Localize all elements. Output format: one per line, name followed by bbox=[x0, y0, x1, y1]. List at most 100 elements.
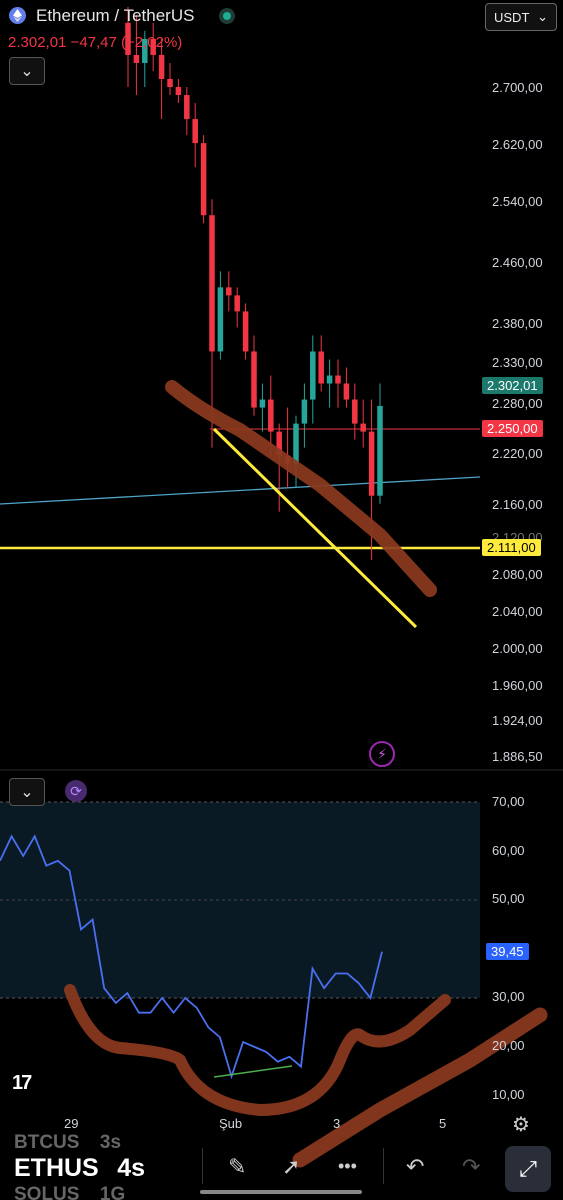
support-price-tag: 2.111,00 bbox=[482, 539, 541, 556]
rsi-line bbox=[0, 834, 383, 1080]
candle-body bbox=[200, 143, 207, 216]
collapse-rsi-button[interactable]: ⌄ bbox=[9, 778, 45, 806]
quote-currency-select[interactable]: USDT ⌄ bbox=[485, 3, 557, 31]
brown-marker-main bbox=[165, 380, 437, 597]
drawing-tools-icon[interactable]: ➚ bbox=[282, 1154, 301, 1179]
price-tick: 2.280,00 bbox=[492, 396, 543, 411]
candle-body bbox=[360, 423, 366, 432]
candle-body bbox=[158, 54, 165, 79]
price-tick: 2.220,00 bbox=[492, 446, 543, 461]
candles-layer bbox=[125, 6, 383, 560]
price-line-tag: 2.250,00 bbox=[482, 420, 543, 437]
price-tick: 2.080,00 bbox=[492, 567, 543, 582]
candle-body bbox=[352, 399, 358, 424]
price-tick: 2.460,00 bbox=[492, 255, 543, 270]
candle-body bbox=[226, 287, 232, 296]
interval-prev: 3s bbox=[99, 1132, 122, 1153]
more-icon[interactable]: ••• bbox=[338, 1156, 357, 1176]
rsi-tick: 10,00 bbox=[492, 1087, 525, 1102]
rsi-tick: 50,00 bbox=[492, 891, 525, 906]
settings-icon[interactable]: ⚙ bbox=[512, 1114, 530, 1136]
rsi-value-tag: 39,45 bbox=[486, 943, 529, 960]
fullscreen-icon[interactable]: ⤢ bbox=[505, 1146, 551, 1192]
candle-body bbox=[242, 311, 249, 352]
chevron-down-icon: ⌄ bbox=[537, 9, 548, 24]
candle-body bbox=[142, 38, 148, 63]
chevron-down-icon: ⌄ bbox=[20, 63, 34, 80]
symbol-current[interactable]: ETHUS 4s bbox=[14, 1154, 145, 1183]
candle-body bbox=[343, 383, 350, 400]
candle-body bbox=[368, 431, 375, 496]
candle-body bbox=[318, 351, 324, 384]
candle-body bbox=[150, 38, 156, 55]
rsi-layer bbox=[0, 834, 383, 1080]
candle-body bbox=[184, 95, 190, 120]
refresh-icon[interactable]: ⟳ bbox=[65, 780, 87, 802]
quote-currency-label: USDT bbox=[494, 9, 530, 25]
price-tick: 2.330,00 bbox=[492, 355, 543, 370]
brush-icon[interactable]: ✎ bbox=[228, 1154, 247, 1179]
lightning-icon[interactable]: ⚡ bbox=[369, 741, 395, 767]
candle-body bbox=[268, 399, 274, 432]
candle-body bbox=[276, 431, 282, 456]
symbol-switcher[interactable]: BTCUS 3s bbox=[14, 1132, 121, 1154]
brown-marker-rsi bbox=[64, 984, 451, 1117]
cyan-trendline bbox=[0, 476, 481, 505]
candle-body bbox=[234, 295, 240, 312]
candle-body bbox=[167, 78, 173, 87]
candle-body bbox=[192, 119, 198, 144]
time-tick: Şub bbox=[219, 1116, 243, 1131]
price-tick: 1.924,00 bbox=[492, 713, 543, 728]
candle-body bbox=[293, 423, 299, 464]
candle-body bbox=[310, 351, 316, 400]
rsi-tick: 70,00 bbox=[492, 794, 525, 809]
tradingview-logo-icon: 17 bbox=[12, 1072, 32, 1094]
price-tick: 1.886,50 bbox=[492, 749, 543, 764]
undo-icon[interactable]: ↶ bbox=[406, 1154, 425, 1179]
brown-marker-bottom bbox=[292, 1007, 548, 1168]
candle-body bbox=[209, 215, 215, 352]
time-tick: 5 bbox=[439, 1116, 447, 1131]
yellow-trendline bbox=[212, 427, 418, 629]
price-tick: 1.960,00 bbox=[492, 678, 543, 693]
candle-body bbox=[301, 399, 308, 424]
last-price-tag: 2.302,01 bbox=[482, 377, 543, 394]
price-tick: 2.000,00 bbox=[492, 641, 543, 656]
price-tick: 2.620,00 bbox=[492, 137, 543, 152]
candle-body bbox=[217, 287, 224, 352]
market-open-icon bbox=[219, 8, 235, 24]
ethereum-icon bbox=[9, 7, 26, 24]
price-tick: 2.540,00 bbox=[492, 194, 543, 209]
rsi-tick: 30,00 bbox=[492, 989, 525, 1004]
price-tick: 2.380,00 bbox=[492, 316, 543, 331]
symbol-title[interactable]: Ethereum / TetherUS bbox=[36, 6, 195, 25]
candle-body bbox=[133, 54, 140, 63]
rsi-tick: 20,00 bbox=[492, 1038, 525, 1053]
candle-body bbox=[335, 375, 341, 384]
collapse-legend-button[interactable]: ⌄ bbox=[9, 57, 45, 85]
rsi-divergence-line bbox=[213, 1065, 293, 1078]
interval-label: 4s bbox=[117, 1154, 145, 1182]
candle-body bbox=[251, 351, 257, 408]
rsi-tick: 60,00 bbox=[492, 843, 525, 858]
toolbar-divider bbox=[202, 1148, 203, 1184]
candle-body bbox=[175, 87, 182, 96]
symbol-next[interactable]: SOLUS 1G bbox=[14, 1184, 125, 1200]
price-tick: 2.700,00 bbox=[492, 80, 543, 95]
toolbar-divider bbox=[383, 1148, 384, 1184]
candle-body bbox=[125, 22, 131, 55]
time-tick: 3 bbox=[333, 1116, 341, 1131]
candle-body bbox=[326, 375, 333, 384]
interval-next: 1G bbox=[99, 1184, 126, 1200]
symbol-prev: BTCUS bbox=[14, 1132, 80, 1153]
bottom-toolbar: BTCUS 3s ETHUS 4s SOLUS 1G ✎ ➚ ••• ↶ ↷ ⤢ bbox=[0, 1132, 563, 1200]
price-tick: 2.160,00 bbox=[492, 497, 543, 512]
home-indicator bbox=[200, 1190, 362, 1194]
redo-icon[interactable]: ↷ bbox=[462, 1154, 481, 1179]
candle-body bbox=[259, 399, 266, 408]
price-change: 2.302,01 −47,47 (−2,02%) bbox=[8, 34, 183, 51]
chevron-down-icon: ⌄ bbox=[20, 784, 34, 801]
price-tick: 2.040,00 bbox=[492, 604, 543, 619]
symbol-next-label: SOLUS bbox=[14, 1184, 80, 1200]
